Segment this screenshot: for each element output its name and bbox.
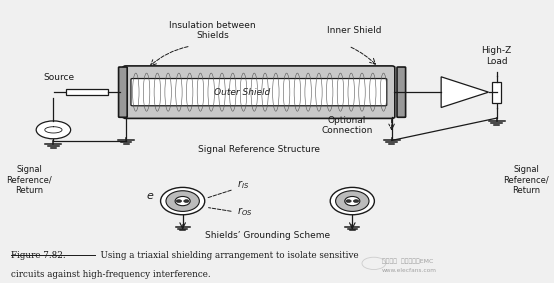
Text: High-Z
Load: High-Z Load bbox=[481, 46, 512, 66]
Text: Signal Reference Structure: Signal Reference Structure bbox=[198, 145, 320, 154]
Text: Optional
Connection: Optional Connection bbox=[321, 116, 373, 135]
Text: $r_{OS}$: $r_{OS}$ bbox=[237, 205, 252, 218]
Circle shape bbox=[346, 200, 351, 202]
Ellipse shape bbox=[161, 187, 205, 215]
Text: 电子产品  防电磁干扰EMC: 电子产品 防电磁干扰EMC bbox=[382, 259, 433, 265]
FancyBboxPatch shape bbox=[123, 66, 395, 118]
Text: Signal
Reference/
Return: Signal Reference/ Return bbox=[504, 165, 549, 195]
Text: Insulation between
Shields: Insulation between Shields bbox=[169, 21, 255, 40]
FancyBboxPatch shape bbox=[119, 67, 127, 117]
Ellipse shape bbox=[336, 191, 369, 211]
Ellipse shape bbox=[330, 187, 375, 215]
Circle shape bbox=[353, 200, 359, 202]
Ellipse shape bbox=[175, 196, 190, 206]
Text: Using a triaxial shielding arrangement to isolate sensitive: Using a triaxial shielding arrangement t… bbox=[95, 251, 358, 260]
Text: Source: Source bbox=[43, 73, 74, 82]
Text: circuits against high-frequency interference.: circuits against high-frequency interfer… bbox=[12, 270, 211, 279]
Text: Figure 7.82.: Figure 7.82. bbox=[12, 251, 66, 260]
Text: $r_{IS}$: $r_{IS}$ bbox=[237, 179, 249, 192]
Text: www.elecfans.com: www.elecfans.com bbox=[382, 268, 437, 273]
Circle shape bbox=[36, 121, 71, 139]
FancyBboxPatch shape bbox=[131, 79, 387, 106]
Text: Outer Shield: Outer Shield bbox=[214, 88, 270, 97]
Ellipse shape bbox=[345, 196, 360, 206]
FancyBboxPatch shape bbox=[66, 89, 108, 95]
Ellipse shape bbox=[166, 191, 199, 211]
FancyBboxPatch shape bbox=[397, 67, 406, 117]
Text: $e$: $e$ bbox=[146, 191, 155, 201]
Text: Signal
Reference/
Return: Signal Reference/ Return bbox=[6, 165, 52, 195]
Text: Shields’ Grounding Scheme: Shields’ Grounding Scheme bbox=[205, 231, 330, 240]
Circle shape bbox=[176, 200, 182, 202]
FancyBboxPatch shape bbox=[493, 82, 501, 102]
Polygon shape bbox=[441, 77, 489, 108]
Circle shape bbox=[184, 200, 189, 202]
Text: Inner Shield: Inner Shield bbox=[327, 26, 381, 35]
